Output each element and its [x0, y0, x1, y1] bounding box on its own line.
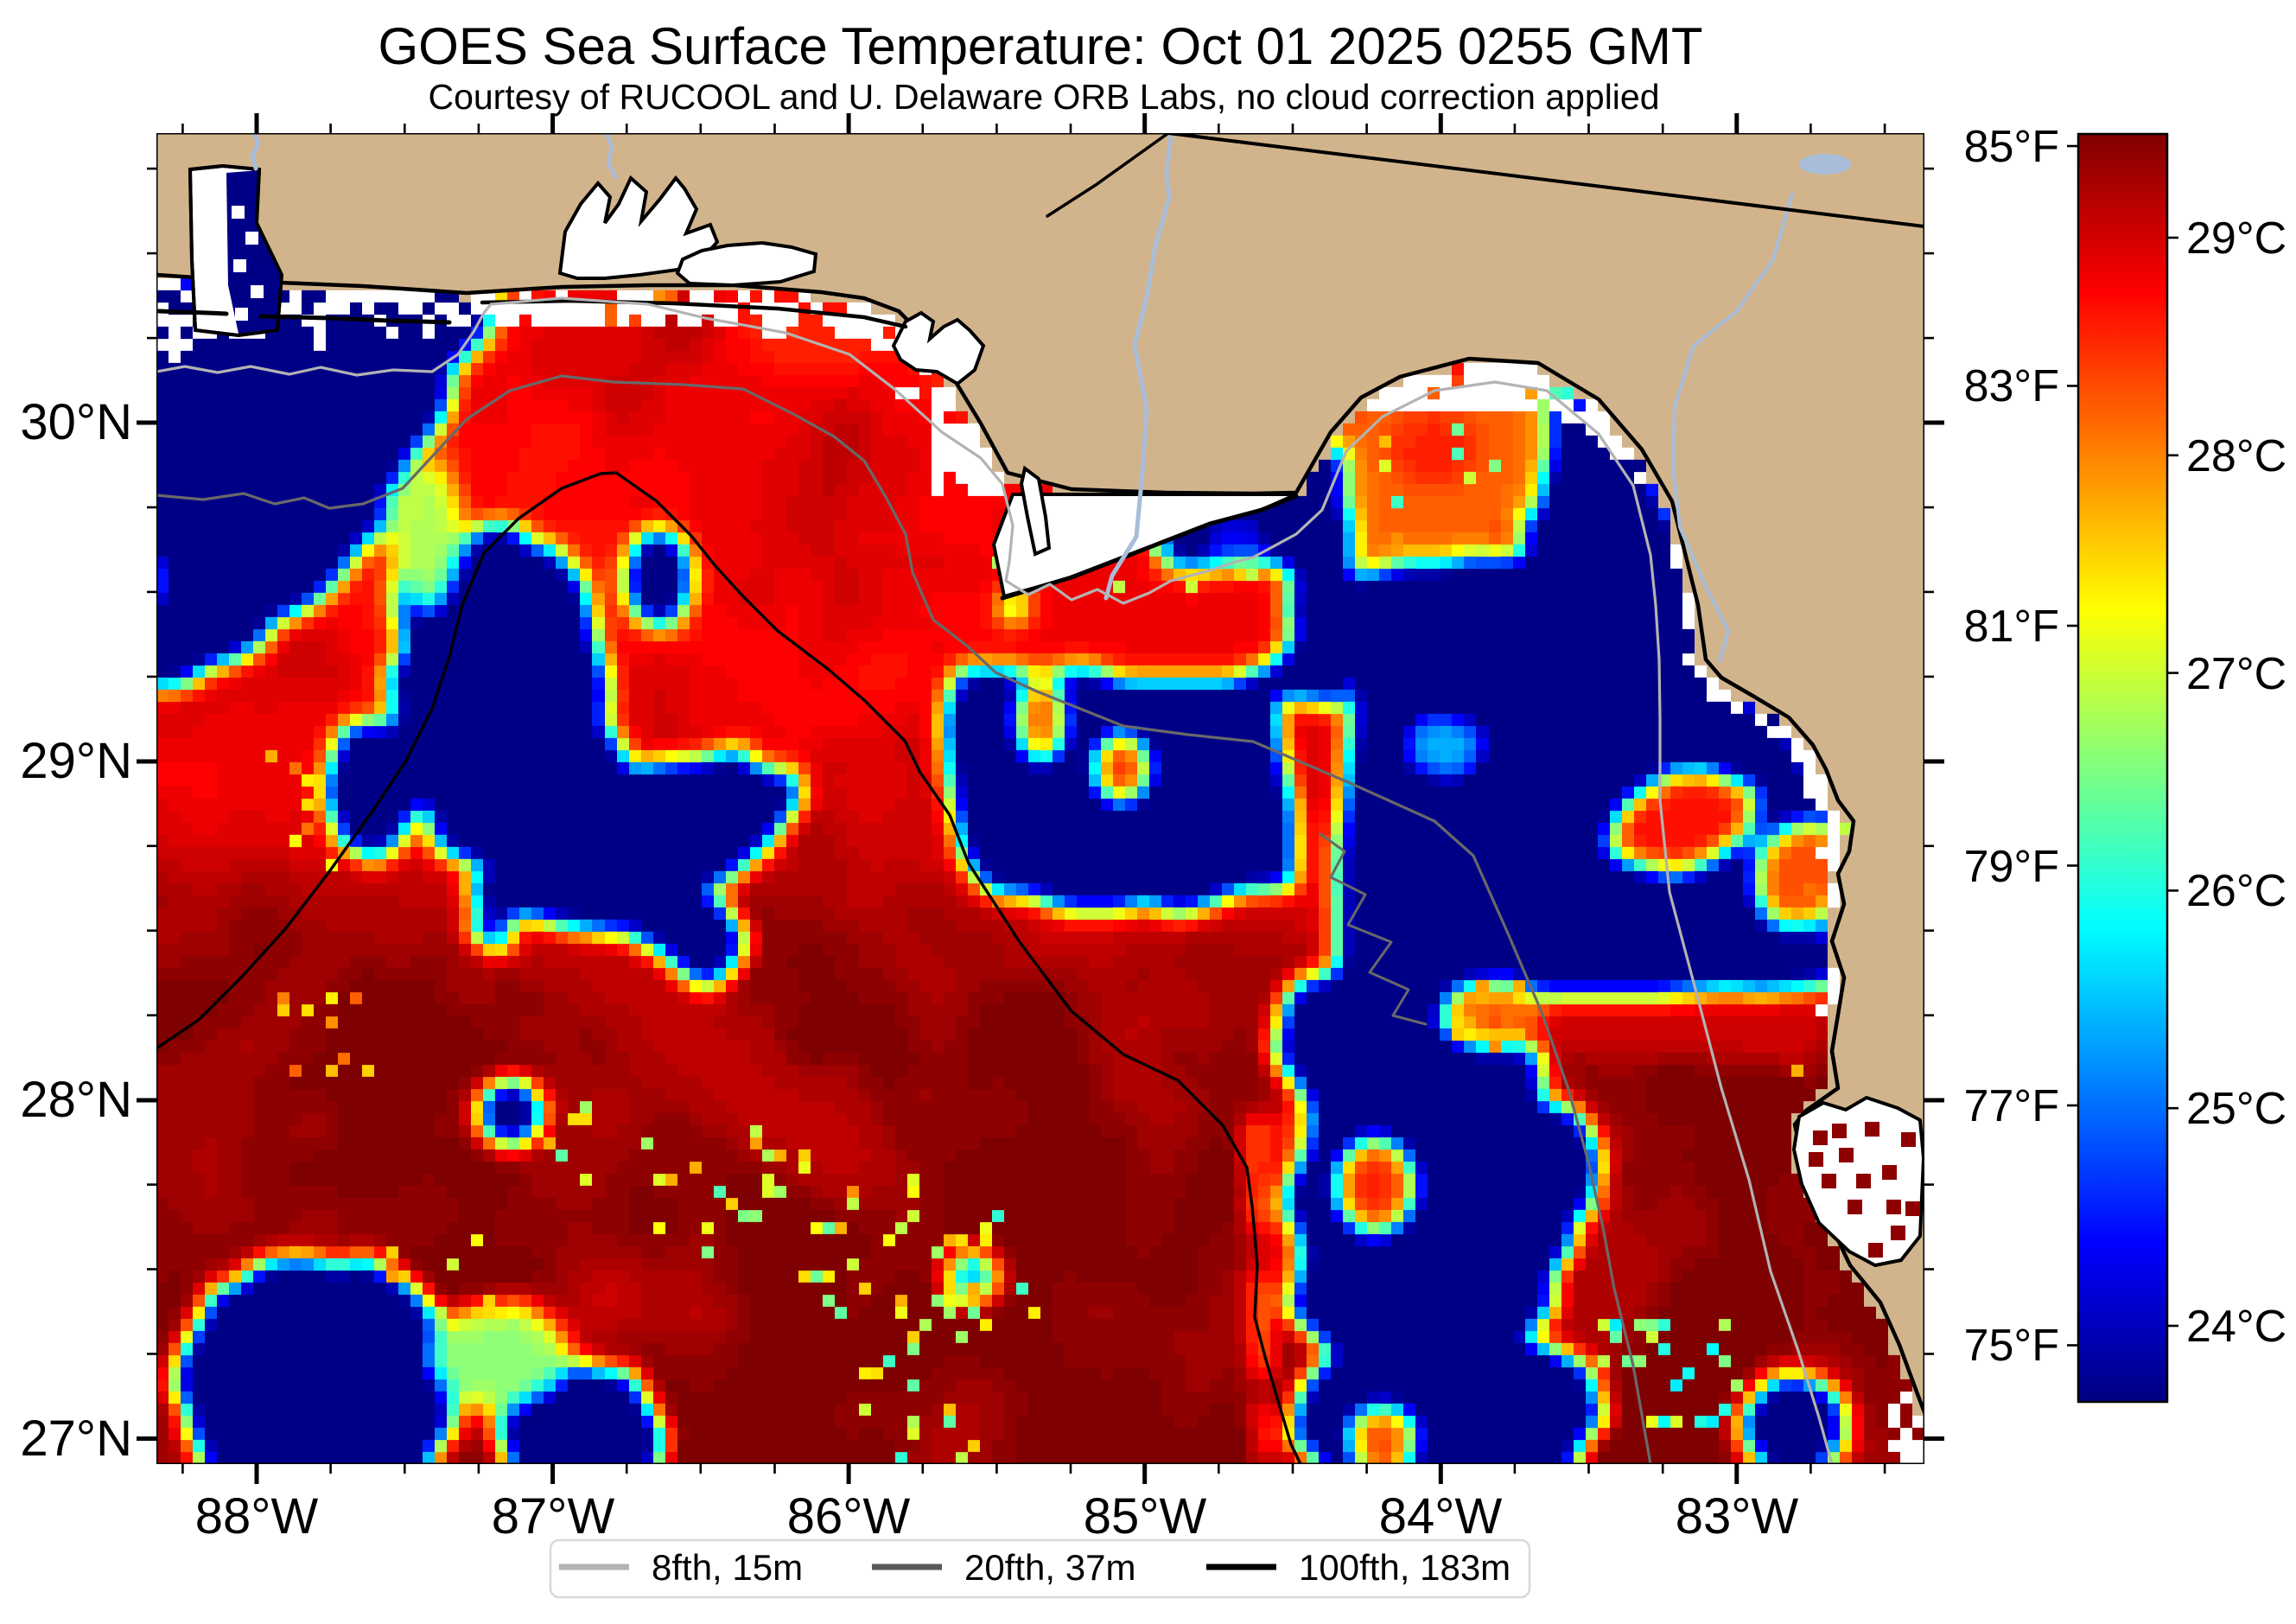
svg-text:25°C: 25°C	[2186, 1084, 2286, 1134]
svg-text:28°N: 28°N	[20, 1072, 132, 1128]
svg-text:100fth, 183m: 100fth, 183m	[1299, 1547, 1511, 1588]
svg-text:28°C: 28°C	[2186, 431, 2286, 481]
svg-text:86°W: 86°W	[787, 1488, 911, 1544]
svg-text:24°C: 24°C	[2186, 1302, 2286, 1352]
svg-text:87°W: 87°W	[492, 1488, 615, 1544]
svg-text:Courtesy of RUCOOL and U. Dela: Courtesy of RUCOOL and U. Delaware ORB L…	[428, 77, 1659, 117]
svg-text:81°F: 81°F	[1964, 602, 2059, 652]
svg-text:79°F: 79°F	[1964, 842, 2059, 892]
svg-text:8fth, 15m: 8fth, 15m	[652, 1547, 803, 1588]
svg-text:88°W: 88°W	[195, 1488, 319, 1544]
svg-text:27°N: 27°N	[20, 1411, 132, 1467]
svg-text:84°W: 84°W	[1379, 1488, 1503, 1544]
svg-text:85°F: 85°F	[1964, 122, 2059, 172]
svg-text:75°F: 75°F	[1964, 1321, 2059, 1371]
svg-text:GOES Sea Surface Temperature:: GOES Sea Surface Temperature: Oct 01 202…	[378, 17, 1702, 75]
svg-text:30°N: 30°N	[20, 394, 132, 450]
svg-text:27°C: 27°C	[2186, 649, 2286, 699]
svg-text:83°F: 83°F	[1964, 361, 2059, 411]
svg-text:20fth, 37m: 20fth, 37m	[964, 1547, 1135, 1588]
svg-text:29°C: 29°C	[2186, 213, 2286, 264]
svg-text:83°W: 83°W	[1676, 1488, 1799, 1544]
svg-text:77°F: 77°F	[1964, 1081, 2059, 1131]
svg-text:26°C: 26°C	[2186, 866, 2286, 916]
svg-text:85°W: 85°W	[1084, 1488, 1207, 1544]
svg-text:29°N: 29°N	[20, 733, 132, 789]
